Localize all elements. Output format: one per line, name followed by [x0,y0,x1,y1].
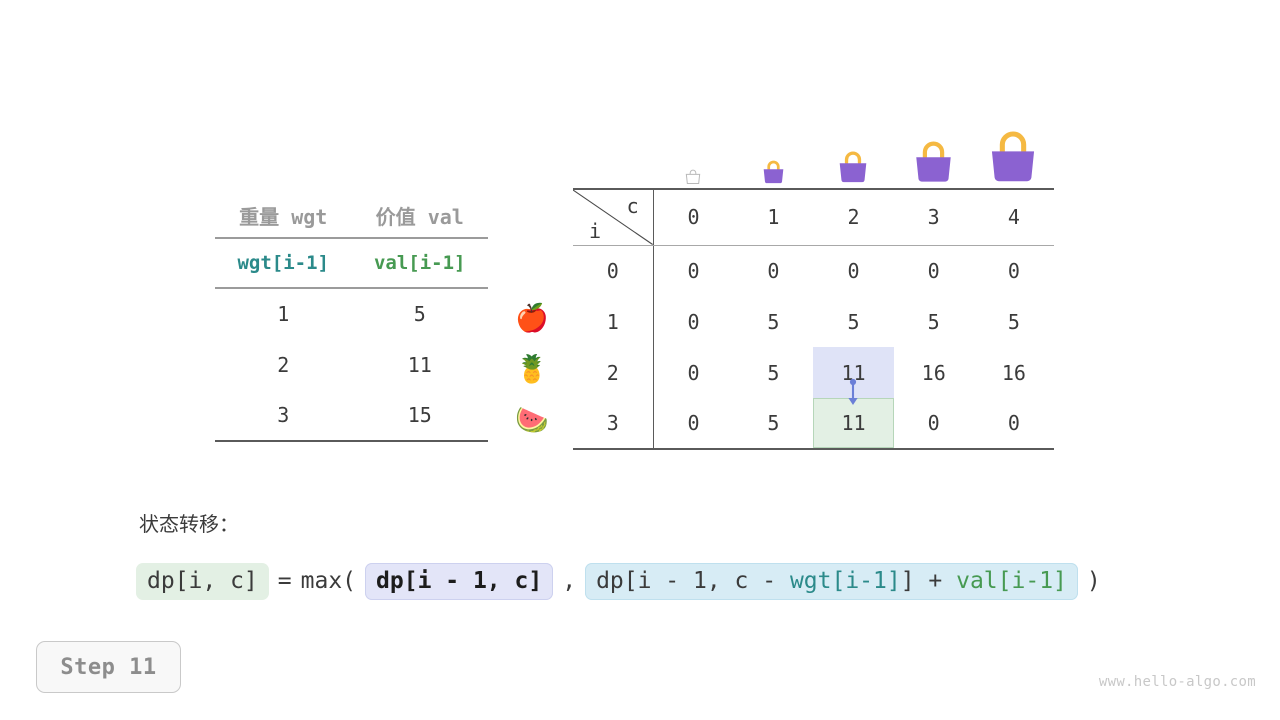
table-row: 1 5 [215,288,488,339]
items-table: 重量 wgt 价值 val wgt[i-1] val[i-1] 1 5 2 11 [215,193,488,443]
dp-corner-col-label: c [626,194,639,218]
dp-cell-0-1: 0 [767,258,780,283]
dp-cell-0-3: 0 [927,258,940,283]
watermark: www.hello-algo.com [1098,674,1256,690]
bag-icon-4 [991,131,1035,182]
item-wgt-3: 3 [277,403,290,427]
items-header-wgt: 重量 wgt [239,204,328,229]
dp-cell-1-2: 5 [847,309,860,334]
dp-cell-2-3: 16 [921,360,946,385]
dp-cell-3-2-highlighted: 11 [813,398,894,450]
bag-icon-1-cell [733,155,813,186]
dp-col-header-3: 3 [893,188,974,246]
items-table-subheader-row: wgt[i-1] val[i-1] [215,238,488,288]
dp-cell-3-1: 5 [733,398,814,450]
item-val-2: 11 [407,352,432,377]
table-row: 1 0 5 5 5 5 [573,296,1054,347]
dp-row-header-2: 2 [573,347,654,398]
bag-icon-empty-cell [653,166,733,186]
dp-header-row: c i 0 1 2 3 4 [573,188,1054,246]
bag-icon-2 [839,151,867,183]
item-wgt-1: 1 [277,302,290,326]
watermelon-emoji: 🍉 [515,405,549,436]
dp-table-grid: c i 0 1 2 3 4 0 0 0 0 0 0 [573,188,1054,450]
dp-corner-cell: c i [573,188,654,246]
dp-cell-0-0: 0 [687,258,700,283]
item-val-3: 15 [407,403,432,427]
table-row: 0 0 0 0 0 0 [573,245,1054,296]
items-table-grid: 重量 wgt 价值 val wgt[i-1] val[i-1] 1 5 2 11 [215,193,488,443]
bag-icon-3-cell [893,133,973,186]
step-badge: Step 11 [36,641,181,693]
formula-arg2-val-token: val[i-1] [956,567,1067,594]
formula-arg2-prefix: dp[i - 1, c - [596,567,790,594]
formula-comma: , [562,568,577,594]
formula-equals: = [277,568,292,594]
dp-cell-2-2-highlighted: 11 [813,347,894,398]
dp-cell-2-1: 5 [767,360,780,385]
dp-table: c i 0 1 2 3 4 0 0 0 0 0 0 [573,188,1054,450]
bag-capacity-icon-row [653,120,1053,186]
items-subheader-wgt: wgt[i-1] [237,252,329,274]
table-row: 2 11 [215,339,488,390]
dp-cell-2-0: 0 [687,360,700,385]
table-row: 3 0 5 11 0 0 [573,398,1054,450]
dp-col-header-1: 1 [733,188,814,246]
dp-col-header-0: 0 [653,188,734,246]
table-row: 3 15 [215,390,488,441]
apple-emoji: 🍎 [515,303,549,334]
item-val-1: 5 [413,302,426,326]
dp-col-header-2: 2 [813,188,894,246]
dp-cell-1-1: 5 [767,309,780,334]
dp-cell-1-4: 5 [1007,309,1020,334]
formula-arg2-middle: ] + [900,567,957,594]
dp-corner-row-label: i [589,218,602,243]
bag-icon-2-cell [813,144,893,186]
dp-row-header-1: 1 [573,296,654,347]
dp-row-header-3: 3 [573,398,654,450]
table-row: 2 0 5 11 16 16 [573,347,1054,398]
dp-col-header-4: 4 [973,188,1054,246]
formula-max-open: max( [300,568,357,594]
dp-cell-1-0: 0 [687,309,700,334]
bag-icon-empty [685,169,701,184]
dp-cell-3-4: 0 [973,398,1054,450]
bag-icon-3 [915,141,951,182]
dp-cell-1-3: 5 [927,309,940,334]
item-wgt-2: 2 [277,352,290,377]
pineapple-emoji: 🍍 [515,354,549,385]
formula-close-paren: ) [1086,568,1101,594]
dp-cell-2-4: 16 [1001,360,1026,385]
items-subheader-val: val[i-1] [373,252,466,274]
bag-icon-1 [763,160,783,184]
formula-arg2: dp[i - 1, c - wgt[i-1]] + val[i-1] [585,562,1078,600]
formula-lhs: dp[i, c] [136,562,269,600]
dp-cell-3-3: 0 [893,398,974,450]
item-fruit-column: 🍎 🍍 🍉 [505,293,559,446]
dp-cell-0-4: 0 [1007,258,1020,283]
corner-diagonal-line [573,190,653,245]
state-transition-formula: dp[i, c] = max( dp[i - 1, c] , dp[i - 1,… [136,558,1101,604]
items-header-val: 价值 val [375,204,464,229]
formula-arg1: dp[i - 1, c] [365,562,554,600]
formula-arg2-wgt-token: wgt[i-1] [789,567,901,594]
state-transition-label: 状态转移： [139,512,239,536]
dp-cell-0-2: 0 [847,258,860,283]
items-table-bottom-rule [215,440,488,443]
items-table-header-row: 重量 wgt 价值 val [215,193,488,238]
bag-icon-4-cell [973,122,1053,186]
dp-row-header-0: 0 [573,245,654,296]
dp-cell-3-0: 0 [653,398,734,450]
